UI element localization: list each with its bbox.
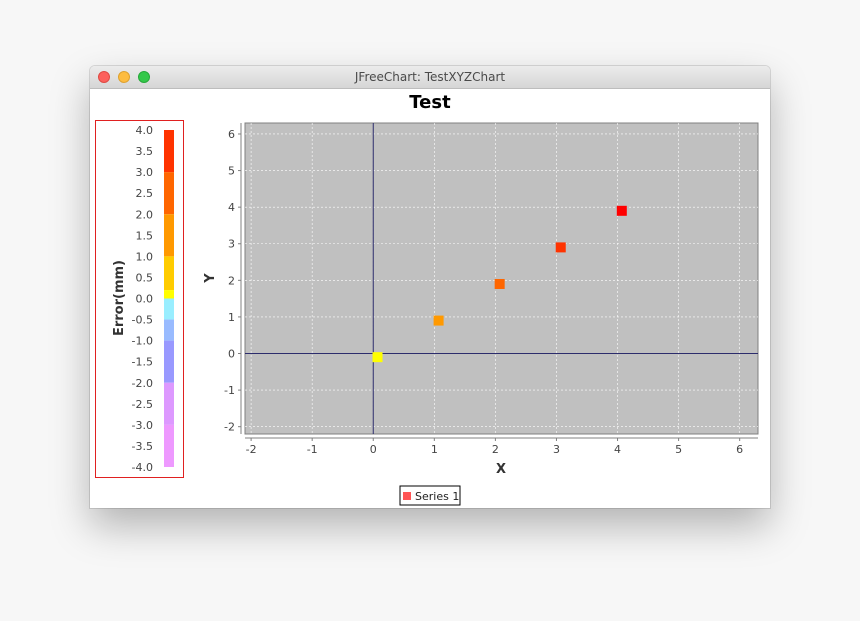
colorbar-label: Error(mm) (112, 260, 127, 336)
colorbar-tick-label: 4.0 (136, 124, 154, 137)
x-tick-label: 5 (675, 443, 682, 456)
legend-label-series-1: Series 1 (415, 490, 459, 503)
colorbar-tick-label: 1.0 (136, 250, 154, 263)
data-point (433, 315, 444, 326)
colorbar-tick-label: 0.5 (136, 271, 154, 284)
colorbar-band (164, 130, 174, 173)
colorbar-tick-label: 2.5 (136, 187, 154, 200)
colorbar-band (164, 214, 174, 257)
y-tick-label: 6 (228, 128, 235, 141)
colorbar-tick-label: -1.0 (132, 335, 153, 348)
minimize-window-button[interactable] (118, 71, 130, 83)
colorbar-tick-label: -2.5 (132, 398, 153, 411)
chart-canvas: Test 4.0 3.5 3.0 2.5 2.0 1.5 1.0 0.5 0.0 -0.5 -1.0… (95, 92, 759, 506)
colorbar-tick-label: -4.0 (132, 461, 153, 474)
data-point (372, 352, 383, 363)
x-tick-label: 3 (553, 443, 560, 456)
plot-background (244, 122, 759, 435)
app-window: JFreeChart: TestXYZChart Test 4.0 3.5 3.0 2… (90, 66, 770, 508)
y-tick-label: -1 (224, 384, 235, 397)
y-tick-label: 1 (228, 311, 235, 324)
colorbar-band (164, 319, 174, 341)
title-bar: JFreeChart: TestXYZChart (90, 66, 770, 89)
y-axis-label: Y (203, 273, 218, 284)
y-tick-label: 0 (228, 348, 235, 361)
colorbar-tick-label: 3.5 (136, 145, 154, 158)
colorbar-tick-label: -3.0 (132, 419, 153, 432)
close-window-button[interactable] (98, 71, 110, 83)
y-tick-label: 5 (228, 165, 235, 178)
colorbar-band (164, 290, 174, 299)
colorbar-tick-label: -2.0 (132, 377, 153, 390)
data-point (494, 278, 505, 289)
x-axis-label: X (496, 462, 506, 477)
y-tick-label: -2 (224, 421, 235, 434)
legend-box (399, 485, 461, 506)
colorbar-tick-label: -0.5 (132, 314, 153, 327)
data-point (555, 242, 566, 253)
colorbar-band (164, 424, 174, 467)
y-tick-label: 4 (228, 201, 235, 214)
colorbar-band (164, 172, 174, 215)
colorbar-band (164, 256, 174, 291)
colorbar-band (164, 382, 174, 425)
colorbar-tick-label: 1.5 (136, 229, 154, 242)
window-title: JFreeChart: TestXYZChart (354, 70, 506, 84)
colorbar-tick-label: 2.0 (136, 208, 154, 221)
plot-area: -2 -1 0 1 2 3 4 5 6 -2 -1 0 1 2 3 4 5 6 (224, 122, 759, 456)
colorbar-tick-label: -1.5 (132, 356, 153, 369)
colorbar-tick-label: -3.5 (132, 440, 153, 453)
x-tick-label: 6 (736, 443, 743, 456)
chart-title: Test (409, 92, 451, 113)
data-point (616, 205, 627, 216)
x-tick-label: -1 (307, 443, 318, 456)
colorbar: 4.0 3.5 3.0 2.5 2.0 1.5 1.0 0.5 0.0 -0.5 -1.0 -1.5 -… (95, 120, 184, 478)
x-tick-label: 4 (614, 443, 621, 456)
colorbar-band (164, 298, 174, 320)
legend-swatch-series-1 (403, 492, 411, 500)
colorbar-band (164, 340, 174, 383)
legend: Series 1 (399, 485, 461, 506)
x-tick-label: 0 (370, 443, 377, 456)
y-tick-label: 3 (228, 238, 235, 251)
x-tick-label: -2 (246, 443, 257, 456)
colorbar-tick-label: 0.0 (136, 293, 154, 306)
y-tick-label: 2 (228, 274, 235, 287)
maximize-window-button[interactable] (138, 71, 150, 83)
x-tick-label: 1 (431, 443, 438, 456)
x-tick-label: 2 (492, 443, 499, 456)
colorbar-tick-label: 3.0 (136, 166, 154, 179)
